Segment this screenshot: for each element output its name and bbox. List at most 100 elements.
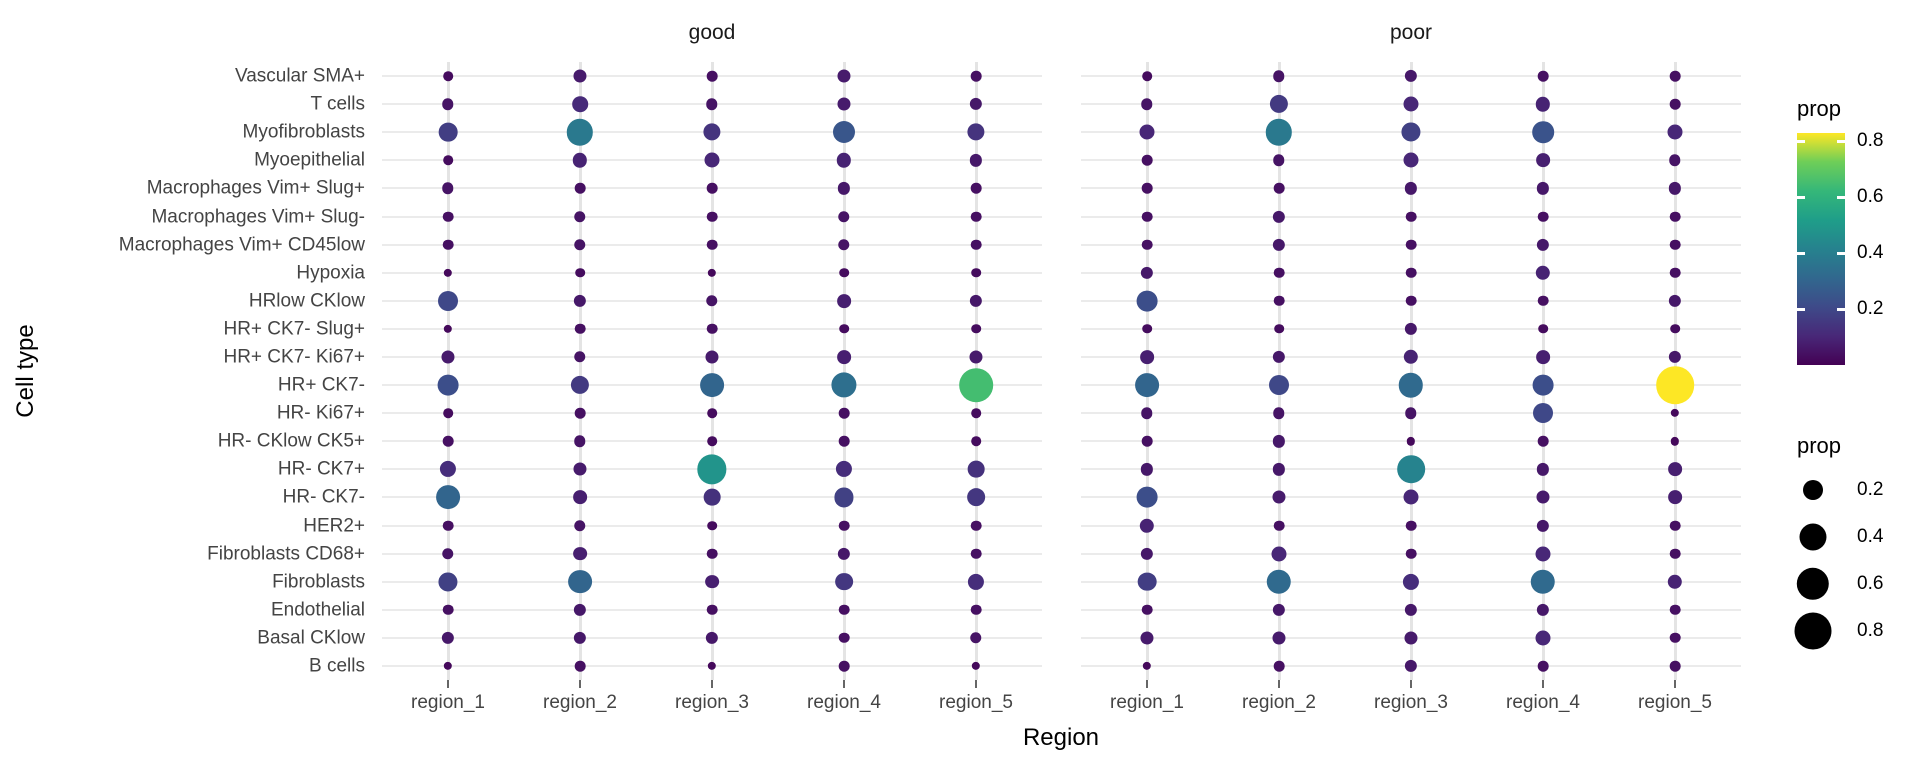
size-legend-label: 0.8 [1857, 620, 1884, 641]
gridline-vertical [710, 62, 714, 680]
y-tick-label: Myofibroblasts [242, 121, 366, 143]
data-point [706, 604, 718, 616]
data-point [442, 239, 454, 250]
data-point [834, 487, 854, 507]
data-point [1404, 631, 1418, 645]
data-point [706, 323, 718, 335]
data-point [575, 267, 585, 278]
data-point [438, 122, 458, 142]
data-point [1668, 182, 1682, 195]
data-point [967, 460, 985, 478]
data-point [967, 573, 985, 590]
data-point [1141, 98, 1153, 110]
data-point [700, 373, 724, 397]
data-point [1670, 324, 1680, 334]
colorbar-tick-mark [1837, 139, 1845, 143]
y-tick-label: Vascular SMA+ [234, 65, 365, 87]
data-point [1406, 437, 1416, 446]
data-point [971, 267, 981, 278]
data-point [1398, 372, 1424, 398]
data-point [443, 661, 453, 671]
data-point [705, 574, 719, 589]
y-tick-label: Myoepithelial [254, 149, 365, 171]
data-point [969, 294, 983, 307]
data-point [1273, 183, 1285, 194]
data-point [1656, 366, 1694, 404]
data-point [1667, 124, 1683, 140]
data-point [838, 210, 850, 223]
data-point [1405, 211, 1417, 222]
y-tick-label: HR- Ki67+ [276, 402, 365, 424]
y-tick-label: HR+ CK7- Slug+ [223, 318, 365, 340]
data-point [969, 154, 983, 167]
gridline-vertical [578, 62, 582, 680]
data-point [1536, 350, 1550, 364]
facet-panel-poor [1081, 62, 1741, 680]
data-point [1402, 573, 1420, 590]
data-point [969, 97, 983, 111]
data-point [1140, 350, 1154, 364]
gridline-vertical [1409, 62, 1413, 680]
data-point [437, 374, 459, 396]
data-point [970, 183, 982, 194]
data-point [838, 604, 850, 616]
data-point [706, 70, 718, 82]
data-point [1141, 407, 1153, 419]
data-point [835, 461, 853, 478]
data-point [971, 436, 981, 447]
x-tick-label: region_5 [1638, 692, 1712, 713]
data-point [705, 350, 719, 364]
data-point [1273, 154, 1285, 167]
data-point [1536, 463, 1550, 476]
data-point [1404, 69, 1418, 83]
x-tick-label: region_2 [543, 692, 617, 713]
data-point [706, 548, 718, 559]
data-point [442, 182, 454, 195]
y-tick-label: HR- CK7+ [277, 458, 365, 480]
data-point [574, 519, 586, 532]
x-tick-label: region_1 [411, 692, 485, 713]
data-point [1670, 437, 1680, 446]
data-point [441, 350, 455, 364]
data-point [1273, 520, 1285, 531]
data-point [1272, 490, 1286, 504]
data-point [442, 211, 454, 222]
data-point [570, 375, 590, 395]
data-point [838, 407, 850, 419]
x-tick-label: region_3 [1374, 692, 1448, 713]
data-point [970, 632, 982, 644]
data-point [1537, 660, 1549, 672]
x-axis-tick [1410, 680, 1412, 688]
data-point [1668, 490, 1682, 505]
data-point [707, 661, 717, 671]
colorbar-tick-label: 0.2 [1857, 298, 1884, 320]
colorbar-tick-label: 0.8 [1857, 130, 1884, 152]
data-point [1140, 547, 1154, 560]
y-tick-label: HER2+ [303, 515, 365, 536]
data-point [837, 293, 851, 308]
y-tick-label: Endothelial [270, 599, 365, 621]
data-point [1397, 455, 1425, 484]
data-point [838, 238, 850, 251]
y-tick-label: Macrophages Vim+ CD45low [118, 234, 365, 256]
y-tick-label: Fibroblasts [272, 571, 365, 593]
data-point [967, 123, 985, 141]
data-point [1140, 266, 1154, 279]
data-point [970, 604, 982, 616]
data-point [1669, 604, 1681, 616]
data-point [1670, 408, 1680, 418]
x-axis-tick [1674, 680, 1676, 688]
data-point [707, 436, 717, 447]
data-point [838, 435, 850, 447]
size-legend-title: prop [1797, 433, 1842, 458]
data-point [838, 632, 850, 644]
data-point [1537, 70, 1549, 82]
data-point [1669, 632, 1681, 644]
data-point [574, 238, 586, 251]
data-point [970, 211, 982, 222]
x-tick-label: region_2 [1242, 692, 1316, 713]
data-point [837, 350, 851, 364]
data-point [1141, 435, 1153, 447]
data-point [441, 631, 455, 645]
x-tick-label: region_4 [1506, 692, 1580, 713]
